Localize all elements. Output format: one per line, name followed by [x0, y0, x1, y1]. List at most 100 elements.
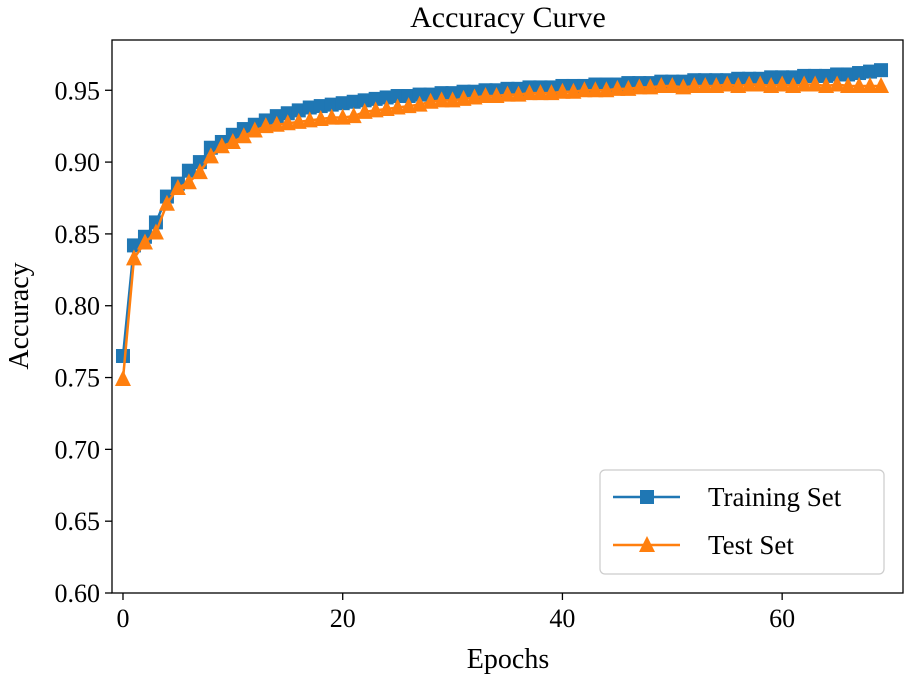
series-training-set	[115, 63, 889, 363]
y-tick-label: 0.90	[55, 148, 101, 177]
data-point-test-set	[510, 85, 527, 102]
data-point-test-set	[818, 76, 835, 93]
data-point-test-set	[532, 84, 549, 101]
data-point-training-set	[841, 67, 856, 82]
data-point-test-set	[708, 76, 725, 93]
data-point-test-set	[620, 79, 637, 96]
x-tick-label: 0	[116, 604, 129, 633]
y-tick-label: 0.75	[55, 364, 101, 393]
data-point-test-set	[774, 75, 791, 92]
legend: Training Set Test Set	[599, 469, 885, 575]
data-point-test-set	[488, 87, 505, 104]
data-point-test-set	[279, 114, 296, 131]
data-point-test-set	[268, 115, 285, 132]
data-point-test-set	[862, 76, 879, 93]
data-point-test-set	[356, 102, 373, 119]
data-point-training-set	[390, 89, 405, 104]
data-point-test-set	[609, 79, 626, 96]
data-point-test-set	[664, 76, 681, 93]
legend-marker-training	[640, 490, 654, 504]
data-point-test-set	[345, 107, 362, 124]
data-point-test-set	[840, 76, 857, 93]
data-point-test-set	[301, 111, 318, 128]
data-point-training-set	[313, 99, 328, 114]
data-point-training-set	[324, 97, 339, 112]
data-point-test-set	[631, 78, 648, 95]
data-point-test-set	[521, 84, 538, 101]
data-point-test-set	[147, 223, 164, 240]
x-tick-label: 60	[769, 604, 795, 633]
data-point-test-set	[466, 88, 483, 105]
data-point-test-set	[235, 127, 252, 144]
data-point-test-set	[554, 82, 571, 99]
y-tick-label: 0.70	[55, 435, 101, 464]
data-point-test-set	[697, 76, 714, 93]
series-layer	[114, 63, 890, 386]
data-point-training-set	[819, 68, 834, 83]
plot-frame	[111, 39, 904, 594]
series-line-training-set	[121, 68, 882, 357]
data-point-test-set	[246, 121, 263, 138]
x-axis-label: Epochs	[467, 644, 549, 675]
axis-ticks: 0.60 0.65 0.70 0.75 0.80 0.85 0.90 0.95 0 20 40 60	[55, 76, 796, 633]
data-point-test-set	[873, 76, 890, 93]
data-point-test-set	[587, 81, 604, 98]
data-point-test-set	[180, 173, 197, 190]
data-point-training-set	[357, 93, 372, 108]
data-point-test-set	[213, 137, 230, 154]
data-point-test-set	[312, 110, 329, 126]
data-point-test-set	[785, 76, 802, 93]
data-point-test-set	[653, 76, 670, 93]
data-point-test-set	[642, 78, 659, 95]
data-point-training-set	[830, 67, 845, 82]
series-test-set	[114, 75, 890, 386]
data-point-training-set	[291, 103, 306, 118]
data-point-test-set	[125, 249, 142, 266]
data-point-test-set	[763, 76, 780, 93]
data-point-test-set	[477, 87, 494, 104]
data-point-training-set	[863, 64, 878, 79]
data-point-test-set	[158, 194, 175, 211]
data-point-test-set	[136, 233, 153, 250]
data-point-test-set	[323, 108, 340, 125]
data-point-test-set	[499, 85, 516, 102]
data-point-training-set	[368, 91, 383, 106]
data-point-test-set	[598, 81, 615, 98]
y-tick-label: 0.80	[55, 292, 101, 321]
data-point-test-set	[807, 75, 824, 92]
data-point-test-set	[829, 75, 846, 92]
data-point-test-set	[114, 369, 131, 386]
legend-label-test: Test Set	[708, 530, 794, 560]
data-point-training-set	[181, 163, 196, 178]
data-point-training-set	[346, 94, 361, 109]
data-point-test-set	[378, 99, 395, 116]
y-axis-label: Accuracy	[4, 262, 35, 369]
data-point-test-set	[741, 75, 758, 92]
data-point-test-set	[752, 75, 769, 92]
y-tick-label: 0.65	[55, 507, 101, 536]
data-point-training-set	[412, 87, 427, 102]
data-point-training-set	[115, 349, 130, 363]
data-point-training-set	[874, 63, 889, 78]
data-point-test-set	[576, 81, 593, 98]
chart-title: Accuracy Curve	[410, 1, 606, 34]
data-point-test-set	[543, 84, 560, 101]
data-point-test-set	[202, 147, 219, 164]
data-point-test-set	[224, 132, 241, 149]
data-point-test-set	[565, 82, 582, 99]
data-point-test-set	[389, 98, 406, 115]
data-point-test-set	[675, 78, 692, 95]
data-point-test-set	[730, 76, 747, 93]
legend-marker-test	[639, 536, 655, 552]
data-point-test-set	[367, 101, 384, 118]
data-point-training-set	[280, 106, 295, 121]
data-point-test-set	[444, 91, 461, 108]
data-point-test-set	[191, 163, 208, 180]
y-tick-label: 0.60	[55, 579, 101, 608]
data-point-test-set	[686, 76, 703, 93]
data-point-test-set	[422, 92, 439, 109]
data-point-training-set	[852, 66, 867, 81]
x-tick-label: 40	[549, 604, 575, 633]
data-point-test-set	[169, 178, 186, 195]
